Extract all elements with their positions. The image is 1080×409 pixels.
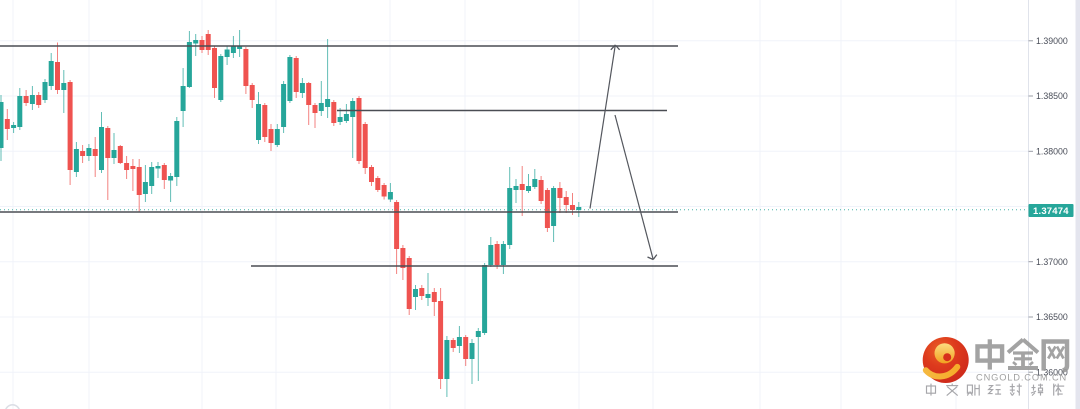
svg-text:1.37474: 1.37474 <box>1033 206 1069 217</box>
svg-text:1.38500: 1.38500 <box>1036 91 1068 101</box>
svg-text:1.37000: 1.37000 <box>1036 257 1068 267</box>
svg-text:1.38000: 1.38000 <box>1036 146 1068 156</box>
svg-text:1.36500: 1.36500 <box>1036 312 1068 322</box>
svg-text:1.36000: 1.36000 <box>1036 367 1068 377</box>
svg-text:CNGOLD.COM.CN: CNGOLD.COM.CN <box>976 372 1067 382</box>
svg-text:1.39000: 1.39000 <box>1036 36 1068 46</box>
